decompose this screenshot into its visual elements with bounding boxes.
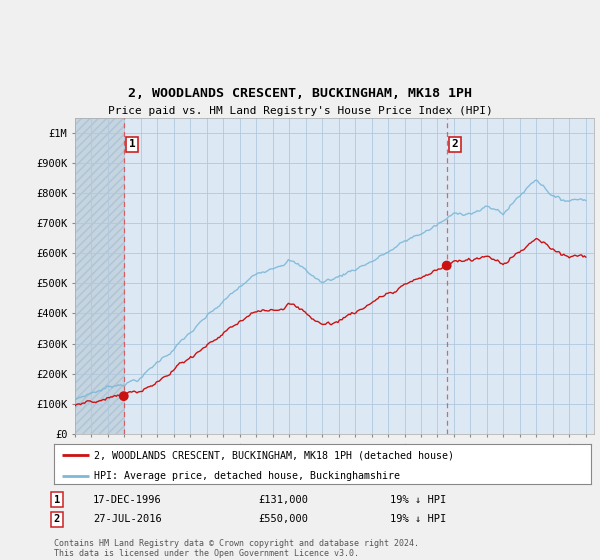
Point [442, 261, 452, 270]
Text: 17-DEC-1996: 17-DEC-1996 [93, 494, 162, 505]
Text: 2: 2 [452, 139, 458, 150]
Text: £550,000: £550,000 [258, 514, 308, 524]
Text: 19% ↓ HPI: 19% ↓ HPI [390, 494, 446, 505]
Text: 2, WOODLANDS CRESCENT, BUCKINGHAM, MK18 1PH (detached house): 2, WOODLANDS CRESCENT, BUCKINGHAM, MK18 … [94, 450, 454, 460]
Text: 27-JUL-2016: 27-JUL-2016 [93, 514, 162, 524]
Text: 1: 1 [129, 139, 136, 150]
Text: 2, WOODLANDS CRESCENT, BUCKINGHAM, MK18 1PH: 2, WOODLANDS CRESCENT, BUCKINGHAM, MK18 … [128, 87, 472, 100]
Text: 1: 1 [54, 494, 60, 505]
Text: Price paid vs. HM Land Registry's House Price Index (HPI): Price paid vs. HM Land Registry's House … [107, 106, 493, 116]
Text: 2: 2 [54, 514, 60, 524]
Text: HPI: Average price, detached house, Buckinghamshire: HPI: Average price, detached house, Buck… [94, 472, 400, 482]
Point [119, 391, 128, 400]
Text: Contains HM Land Registry data © Crown copyright and database right 2024.
This d: Contains HM Land Registry data © Crown c… [54, 539, 419, 558]
Text: 19% ↓ HPI: 19% ↓ HPI [390, 514, 446, 524]
Bar [75, 118, 124, 434]
Text: £131,000: £131,000 [258, 494, 308, 505]
